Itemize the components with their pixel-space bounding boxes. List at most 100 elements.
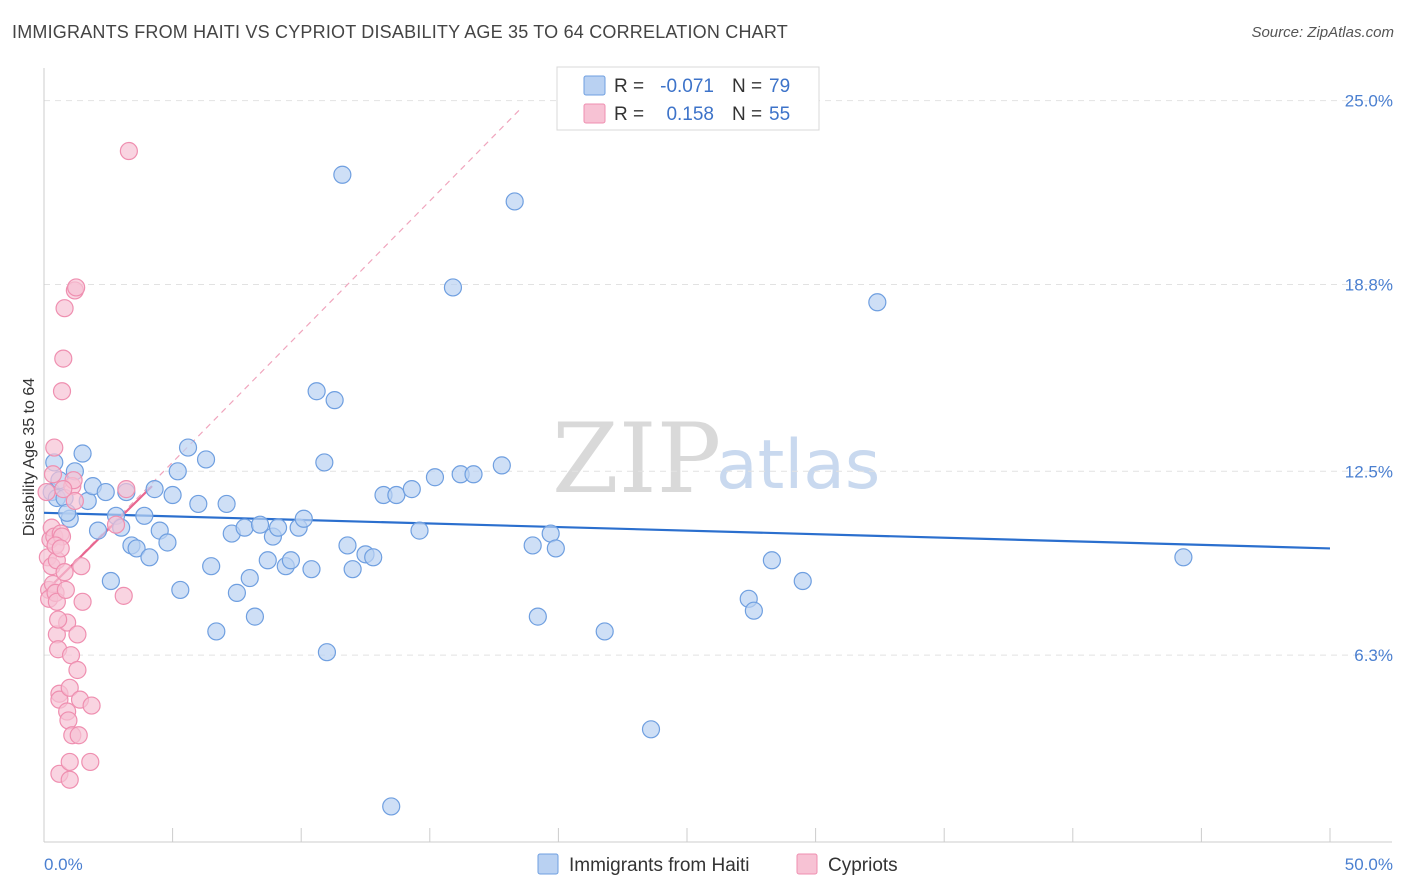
y-tick-label-1: 18.8% [1345, 275, 1393, 294]
point-series-0-34 [235, 518, 254, 537]
point-series-0-28 [196, 450, 216, 469]
watermark: ZIP atlas [552, 403, 880, 515]
point-series-1-49 [119, 141, 138, 161]
point-series-0-42 [281, 551, 301, 570]
point-series-1-50 [43, 465, 63, 484]
point-series-0-56 [382, 797, 401, 816]
point-series-1-8 [45, 438, 64, 457]
point-series-0-29 [202, 557, 221, 576]
y-tick-labels: 25.0% 18.8% 12.5% 6.3% [1345, 92, 1393, 666]
point-series-1-45 [82, 696, 101, 715]
point-series-0-40 [268, 518, 288, 537]
point-series-0-46 [307, 382, 326, 401]
point-series-1-42 [72, 557, 91, 576]
point-series-0-45 [302, 560, 321, 579]
point-series-0-37 [250, 515, 270, 534]
point-series-0-27 [189, 494, 208, 514]
point-series-0-77 [1174, 548, 1193, 567]
point-series-0-10 [88, 521, 108, 540]
source-credit: Source: ZipAtlas.com [1251, 24, 1394, 41]
point-series-0-51 [338, 536, 357, 555]
legend-r-value-haiti: -0.071 [660, 76, 714, 97]
point-series-1-40 [69, 726, 88, 745]
legend-r-label-cypriots: R = [614, 104, 644, 125]
watermark-zip: ZIP [552, 403, 721, 515]
point-series-0-76 [868, 293, 887, 312]
point-series-0-65 [505, 192, 524, 211]
y-tick-label-0: 25.0% [1345, 92, 1393, 111]
point-series-0-7 [73, 444, 92, 463]
point-series-1-21 [54, 349, 73, 368]
point-series-0-58 [402, 480, 421, 499]
point-series-0-33 [227, 583, 246, 602]
point-series-0-17 [127, 539, 146, 558]
point-series-0-25 [171, 580, 190, 600]
point-series-0-63 [464, 465, 483, 484]
point-series-0-74 [762, 551, 781, 570]
point-series-0-73 [744, 601, 763, 620]
point-series-1-24 [56, 580, 75, 600]
point-series-0-66 [523, 536, 542, 555]
y-tick-label-2: 12.5% [1345, 462, 1393, 481]
watermark-atlas: atlas [716, 426, 880, 505]
legend-r-value-cypriots: 0.158 [666, 104, 714, 125]
point-series-1-38 [68, 625, 87, 644]
point-series-1-48 [117, 480, 136, 499]
point-series-1-27 [59, 711, 78, 730]
point-series-0-50 [333, 165, 352, 184]
point-series-0-60 [425, 468, 445, 487]
series-legend-swatch-haiti [537, 853, 559, 875]
point-series-0-44 [294, 509, 313, 528]
point-series-0-31 [217, 494, 236, 514]
series-legend-swatch-cypriots [796, 853, 818, 875]
legend-r-label-haiti: R = [614, 76, 644, 97]
series-legend-label-haiti: Immigrants from Haiti [569, 855, 750, 876]
legend-swatch-haiti [583, 75, 606, 96]
point-series-0-36 [245, 607, 265, 626]
legend-n-value-haiti: 79 [769, 76, 790, 97]
point-series-1-46 [106, 515, 126, 534]
point-series-1-43 [73, 592, 92, 611]
x-ticks [43, 828, 1331, 842]
point-series-0-30 [207, 622, 226, 641]
point-series-1-47 [114, 586, 133, 605]
point-series-0-61 [443, 278, 463, 297]
point-series-0-67 [528, 607, 547, 626]
point-series-0-47 [315, 453, 334, 472]
point-series-0-19 [140, 548, 159, 567]
chart-title: IMMIGRANTS FROM HAITI VS CYPRIOT DISABIL… [12, 22, 788, 42]
series-legend: Immigrants from Haiti Cypriots [537, 853, 898, 876]
point-series-1-39 [68, 660, 87, 680]
point-series-1-0 [37, 482, 56, 502]
legend-swatch-cypriots [583, 103, 606, 124]
point-series-1-44 [81, 752, 100, 772]
point-series-1-35 [65, 491, 84, 511]
point-series-0-23 [163, 485, 182, 505]
point-series-0-12 [101, 571, 120, 591]
point-series-1-37 [67, 278, 86, 297]
point-series-0-54 [364, 548, 383, 567]
point-series-0-70 [595, 622, 614, 641]
point-series-1-22 [55, 299, 74, 318]
point-series-0-52 [343, 560, 362, 579]
point-series-0-38 [258, 551, 277, 570]
point-series-1-30 [60, 770, 79, 789]
axes [43, 68, 1392, 843]
point-series-0-35 [240, 568, 259, 588]
legend-n-value-cypriots: 55 [769, 104, 790, 125]
point-series-0-22 [158, 533, 177, 552]
point-series-1-29 [60, 752, 79, 772]
point-series-1-20 [52, 382, 72, 401]
point-series-0-48 [317, 643, 337, 662]
point-series-1-23 [55, 563, 74, 582]
point-series-0-20 [145, 480, 164, 499]
point-series-0-11 [96, 482, 115, 502]
point-series-1-54 [54, 480, 73, 499]
legend-n-label-haiti: N = [732, 76, 762, 97]
stats-legend: R = -0.071 N = 79 R = 0.158 N = 55 [556, 66, 820, 131]
point-series-0-18 [135, 506, 154, 525]
point-series-1-52 [49, 610, 68, 629]
series-legend-label-cypriots: Cypriots [828, 855, 898, 876]
point-series-0-24 [168, 462, 187, 481]
